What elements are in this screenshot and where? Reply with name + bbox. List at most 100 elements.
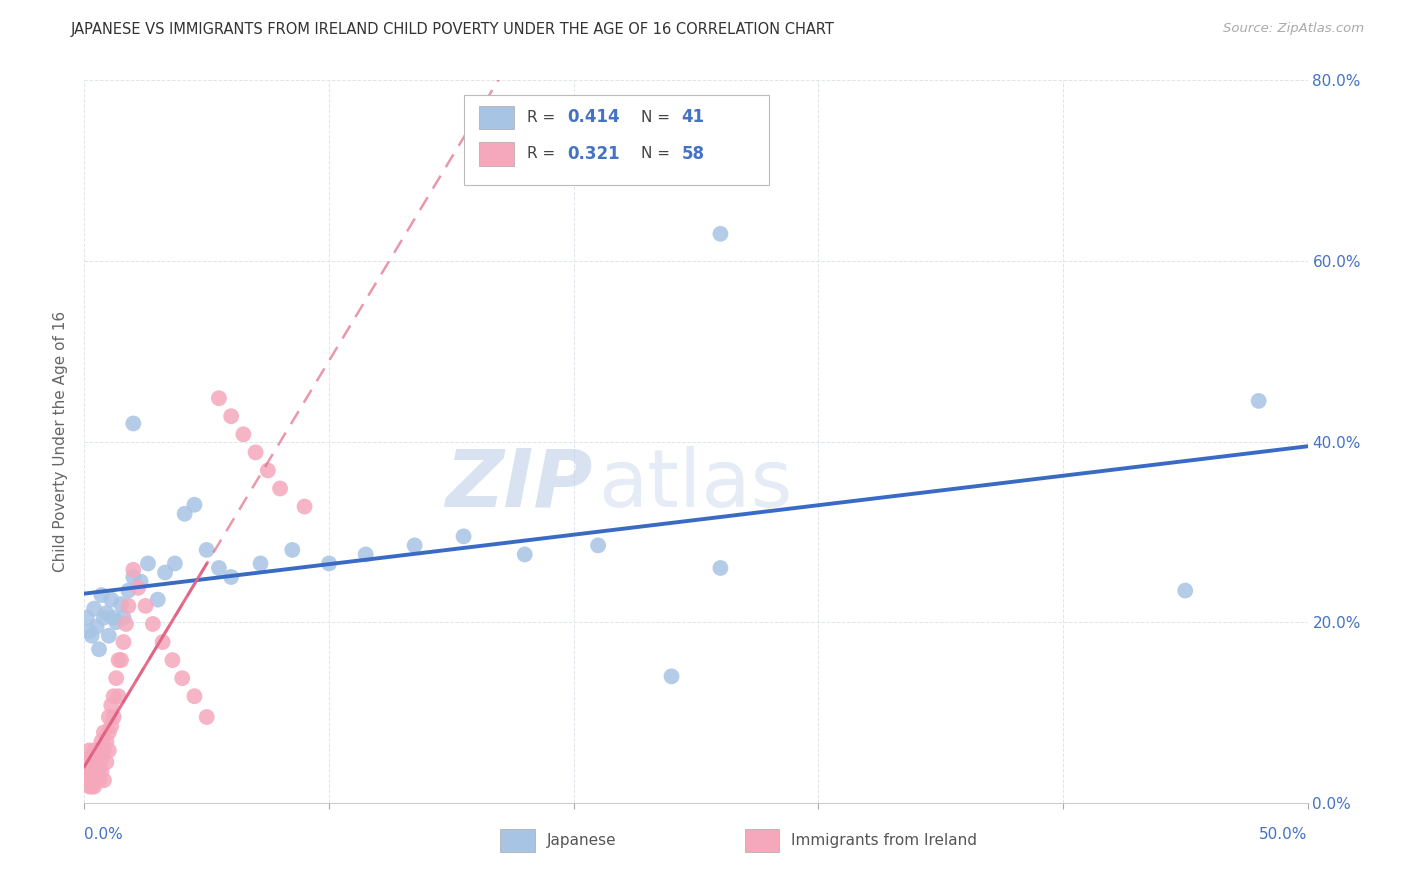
Point xyxy=(122,563,145,577)
Text: N =: N = xyxy=(641,110,675,125)
Point xyxy=(100,719,122,733)
Point xyxy=(1174,583,1197,598)
Text: 0.414: 0.414 xyxy=(568,108,620,126)
Point xyxy=(77,762,100,776)
Point xyxy=(152,635,174,649)
Point xyxy=(269,482,291,496)
Point xyxy=(80,773,103,788)
Point xyxy=(661,669,683,683)
Point xyxy=(219,409,242,424)
Point xyxy=(195,542,218,557)
Point xyxy=(115,617,138,632)
Text: Immigrants from Ireland: Immigrants from Ireland xyxy=(792,833,977,848)
Point xyxy=(77,743,100,757)
Point xyxy=(90,734,112,748)
Point xyxy=(163,557,186,571)
Point xyxy=(208,561,231,575)
Point xyxy=(281,542,304,557)
Point xyxy=(76,752,98,766)
Point xyxy=(709,561,731,575)
Point xyxy=(107,690,129,704)
Point xyxy=(83,762,105,776)
Point xyxy=(100,592,122,607)
Point xyxy=(77,624,100,639)
Point xyxy=(513,548,536,562)
Point xyxy=(76,769,98,783)
Point xyxy=(77,780,100,794)
Text: JAPANESE VS IMMIGRANTS FROM IRELAND CHILD POVERTY UNDER THE AGE OF 16 CORRELATIO: JAPANESE VS IMMIGRANTS FROM IRELAND CHIL… xyxy=(70,22,834,37)
Point xyxy=(77,773,100,788)
Text: 50.0%: 50.0% xyxy=(1260,828,1308,842)
Point xyxy=(249,557,271,571)
Point xyxy=(586,538,609,552)
Point xyxy=(318,557,340,571)
Point xyxy=(195,710,218,724)
Point xyxy=(146,592,169,607)
Point xyxy=(97,725,120,739)
Text: N =: N = xyxy=(641,146,675,161)
Point xyxy=(87,762,110,776)
Y-axis label: Child Poverty Under the Age of 16: Child Poverty Under the Age of 16 xyxy=(53,311,69,572)
Text: R =: R = xyxy=(527,110,560,125)
Point xyxy=(1247,393,1270,408)
Point xyxy=(86,743,108,757)
Point xyxy=(83,780,105,794)
Text: Source: ZipAtlas.com: Source: ZipAtlas.com xyxy=(1223,22,1364,36)
Point xyxy=(93,773,115,788)
Text: Japanese: Japanese xyxy=(547,833,616,848)
Point xyxy=(87,773,110,788)
Point xyxy=(107,653,129,667)
Point xyxy=(97,743,120,757)
Point xyxy=(96,755,118,769)
Point xyxy=(105,671,128,685)
Point xyxy=(97,710,120,724)
Point xyxy=(96,606,118,620)
Point xyxy=(93,725,115,739)
Point xyxy=(172,671,194,685)
Point xyxy=(294,500,316,514)
Point xyxy=(100,698,122,713)
Point xyxy=(80,629,103,643)
Point xyxy=(135,599,157,613)
Point xyxy=(90,588,112,602)
Point xyxy=(80,780,103,794)
Point xyxy=(162,653,184,667)
FancyBboxPatch shape xyxy=(464,95,769,185)
Point xyxy=(142,617,165,632)
Point xyxy=(117,599,139,613)
Point xyxy=(219,570,242,584)
Point xyxy=(354,548,377,562)
Point xyxy=(453,529,475,543)
Point xyxy=(127,581,149,595)
Point xyxy=(110,653,132,667)
Point xyxy=(103,610,125,624)
Point xyxy=(112,635,135,649)
Point xyxy=(97,629,120,643)
Point xyxy=(105,615,128,630)
Text: 0.0%: 0.0% xyxy=(84,828,124,842)
Point xyxy=(129,574,152,589)
Point xyxy=(136,557,159,571)
Point xyxy=(83,743,105,757)
Point xyxy=(87,743,110,757)
Point xyxy=(86,752,108,766)
Point xyxy=(122,417,145,431)
Point xyxy=(83,601,105,615)
Point xyxy=(709,227,731,241)
Point xyxy=(183,498,205,512)
Bar xyxy=(479,143,513,166)
Point xyxy=(208,391,231,405)
Point xyxy=(183,690,205,704)
Point xyxy=(404,538,426,552)
Text: atlas: atlas xyxy=(598,446,793,524)
Text: ZIP: ZIP xyxy=(444,446,592,524)
Point xyxy=(122,570,145,584)
Text: 41: 41 xyxy=(682,108,704,126)
Point xyxy=(232,427,254,442)
Point xyxy=(112,610,135,624)
Point xyxy=(110,597,132,611)
Text: 58: 58 xyxy=(682,145,704,163)
Point xyxy=(80,762,103,776)
Point xyxy=(117,583,139,598)
Bar xyxy=(501,829,534,852)
